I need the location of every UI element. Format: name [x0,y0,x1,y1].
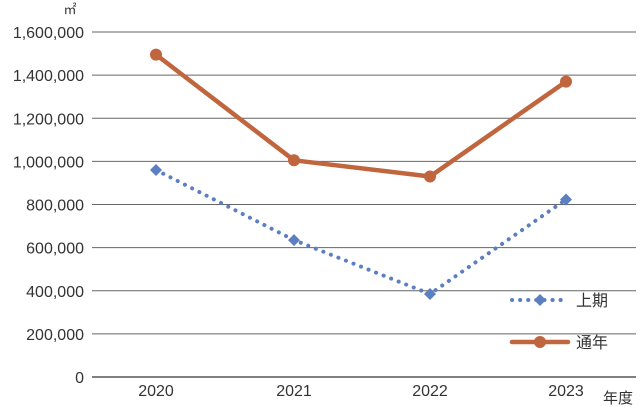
data-point [288,234,300,247]
legend-label: 上期 [576,291,608,310]
y-tick-label: 1,000,000 [13,154,84,171]
y-tick-label: 1,600,000 [13,25,84,42]
y-tick-label: 0 [75,370,84,387]
data-point [150,164,162,176]
y-tick-label: 200,000 [26,327,84,344]
y-axis-ticks: 0 200,000 400,000 600,000 800,000 1,000,000 1,… [13,25,84,387]
x-tick-label: 2022 [412,383,448,400]
x-tick-label: 2021 [276,383,312,400]
y-tick-label: 1,400,000 [13,68,84,85]
x-tick-label: 2020 [138,383,174,400]
legend-label: 通年 [576,333,608,352]
legend-marker [534,294,546,306]
x-axis-label: 年度 [603,389,633,407]
x-axis-ticks: 2020 2021 2022 2023 [138,383,584,400]
y-tick-label: 600,000 [26,241,84,258]
y-tick-label: 1,200,000 [13,111,84,128]
data-point [424,287,436,300]
data-point [560,193,572,206]
data-point [288,154,300,167]
x-tick-label: 2023 [548,383,584,400]
series-line-first-half [154,168,568,296]
y-axis-unit: ㎡ [63,2,76,17]
series-line-full-year [153,52,569,179]
data-point [560,75,572,88]
legend-marker [534,336,546,348]
y-tick-label: 800,000 [26,198,84,215]
series-group [150,48,572,300]
data-point [424,170,436,183]
grid-lines [92,31,636,378]
y-tick-label: 400,000 [26,284,84,301]
data-point [150,48,162,61]
